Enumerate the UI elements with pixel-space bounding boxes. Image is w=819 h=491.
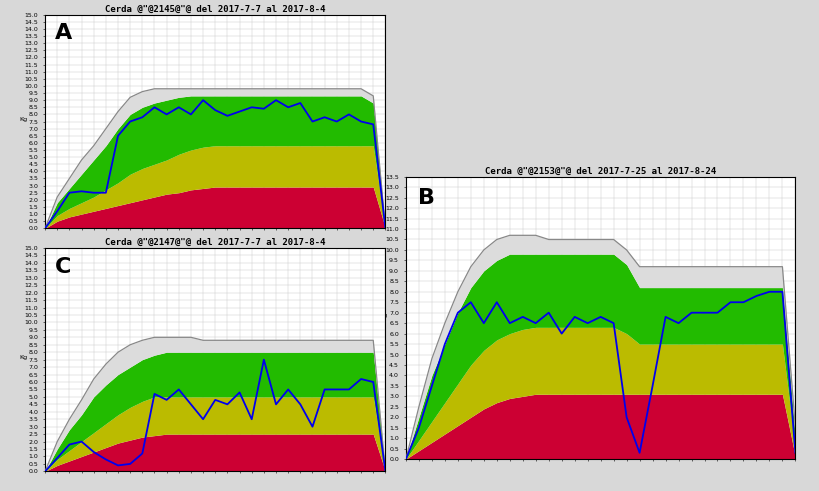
Title: Cerda @"@2147@"@ del 2017-7-7 al 2017-8-4: Cerda @"@2147@"@ del 2017-7-7 al 2017-8-… (105, 238, 325, 247)
Title: Cerda @"@2145@"@ del 2017-7-7 al 2017-8-4: Cerda @"@2145@"@ del 2017-7-7 al 2017-8-… (105, 5, 325, 14)
Y-axis label: Kg: Kg (19, 116, 27, 122)
Text: A: A (55, 23, 72, 43)
Text: C: C (55, 257, 71, 277)
Text: B: B (417, 188, 434, 208)
Y-axis label: Kg: Kg (19, 355, 27, 360)
Y-axis label: Kg: Kg (379, 313, 387, 318)
Title: Cerda @"@2153@"@ del 2017-7-25 al 2017-8-24: Cerda @"@2153@"@ del 2017-7-25 al 2017-8… (485, 167, 715, 176)
